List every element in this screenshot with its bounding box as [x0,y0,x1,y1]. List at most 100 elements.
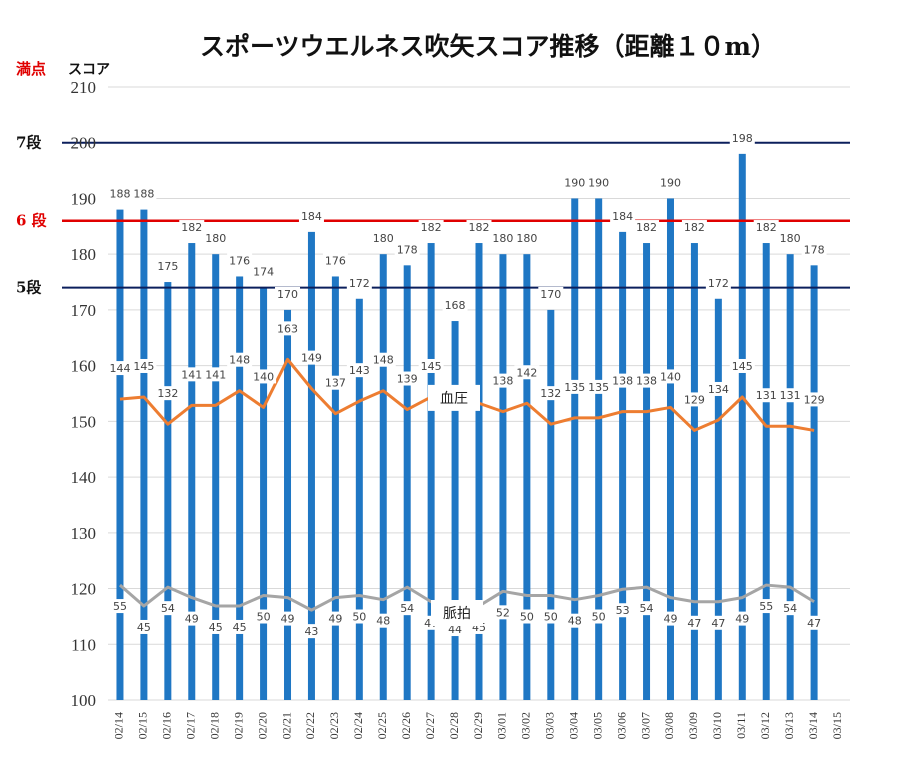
blood-pressure-label: 141 [181,368,202,381]
pulse-label: 55 [759,600,773,613]
x-tick-label: 02/25 [375,712,389,739]
blood-pressure-label: 131 [780,389,801,402]
y-tick-label: 140 [71,468,97,487]
pulse-label-bg [493,605,512,620]
bar [475,243,483,700]
pulse-label-bg [206,619,225,634]
bar [619,231,627,700]
pulse-label: 45 [209,621,223,634]
bar-value-label: 190 [660,176,681,189]
bar [595,198,603,701]
pulse-label-bg [517,609,536,624]
blood-pressure-label-bg [203,367,229,382]
pulse-label: 53 [616,604,630,617]
bar-value-label-bg [442,298,468,313]
pulse-label: 47 [687,617,701,630]
bar [427,243,435,700]
bar-value-label-bg [777,231,803,246]
reference-label: 5段 [16,279,41,297]
pulse-label-bg [158,601,177,616]
blood-pressure-label: 140 [660,370,681,383]
bar-value-label: 176 [229,254,250,267]
bar [499,254,507,700]
pulse-label: 49 [185,613,199,626]
x-tick-label: 02/18 [207,712,221,739]
bar [762,243,770,700]
pulse-label: 54 [640,602,654,615]
y-tick-label: 100 [71,691,97,710]
bar [116,209,124,700]
pulse-label: 49 [281,613,295,626]
bar-value-label-bg [418,220,444,235]
pulse-label-bg [134,619,153,634]
bar [355,298,363,700]
pulse-label-bg [110,599,129,614]
blood-pressure-label: 148 [229,354,250,367]
bar-value-label-bg [131,186,157,201]
blood-pressure-label: 145 [421,360,442,373]
y-tick-label: 120 [71,580,97,599]
bar [212,254,220,700]
pulse-label: 54 [161,602,175,615]
y-tick-label: 110 [71,635,96,654]
y-tick-label: 210 [71,78,97,97]
blood-pressure-label: 138 [492,375,513,388]
pulse-label: 45 [137,621,151,634]
y-tick-label: 190 [71,189,97,208]
pulse-label: 45 [233,621,247,634]
axes: 100 110 120 130 140 150 160 170 180 190 200 210 02/1… [71,78,844,739]
x-tick-label: 02/20 [255,712,269,739]
bar [307,231,315,700]
y-tick-label: 200 [71,134,97,153]
blood-pressure-label-bg [131,358,157,373]
blood-pressure-label: 129 [684,393,705,406]
blood-pressure-label: 134 [708,383,729,396]
blood-pressure-label: 163 [277,322,298,335]
pulse-label-bg [637,601,656,616]
x-tick-label: 03/10 [710,712,724,739]
bar-value-label: 182 [181,221,202,234]
blood-pressure-label-bg [346,363,372,378]
callout-label: 血圧 [440,391,468,407]
blood-pressure-label-bg [394,371,420,386]
bar-value-label-bg [179,220,205,235]
blood-pressure-label-bg [251,369,277,384]
bar-value-label-bg [466,220,492,235]
bar-value-label-bg [801,242,827,257]
bar-value-label: 182 [636,221,657,234]
pulse-label: 48 [376,615,390,628]
x-tick-label: 03/13 [782,712,796,739]
pulse-label-bg [565,613,584,628]
blood-pressure-label: 138 [636,375,657,388]
bar [738,153,746,700]
blood-pressure-label: 145 [133,360,154,373]
bar-value-label-bg [227,253,253,268]
bar-value-label-bg [610,208,636,223]
blood-pressure-label-bg [275,321,301,336]
blood-pressure-label: 129 [804,393,825,406]
bar-value-label: 180 [205,232,226,245]
pulse-label: 50 [257,611,271,624]
callout-label: 脈拍 [443,606,471,622]
blood-pressure-label: 138 [612,375,633,388]
blood-pressure-label-bg [227,352,253,367]
bar-value-label: 178 [397,243,418,256]
bar-value-label: 182 [684,221,705,234]
pulse-label-bg [326,611,345,626]
pulse-label: 50 [544,611,558,624]
blood-pressure-label-bg [298,350,324,365]
blood-pressure-label: 141 [205,368,226,381]
blood-pressure-label: 148 [373,354,394,367]
pulse-label: 49 [735,613,749,626]
pulse-label-bg [733,611,752,626]
bar-value-label-bg [538,286,564,301]
bar [523,254,531,700]
reference-label: 6 段 [16,212,47,230]
pulse-label-bg [589,609,608,624]
x-tick-label: 02/17 [184,712,198,739]
blood-pressure-label-bg [729,358,755,373]
bars [116,153,818,701]
callout-box [428,384,480,411]
pulse-label-bg [541,609,560,624]
blood-pressure-label: 139 [397,373,418,386]
